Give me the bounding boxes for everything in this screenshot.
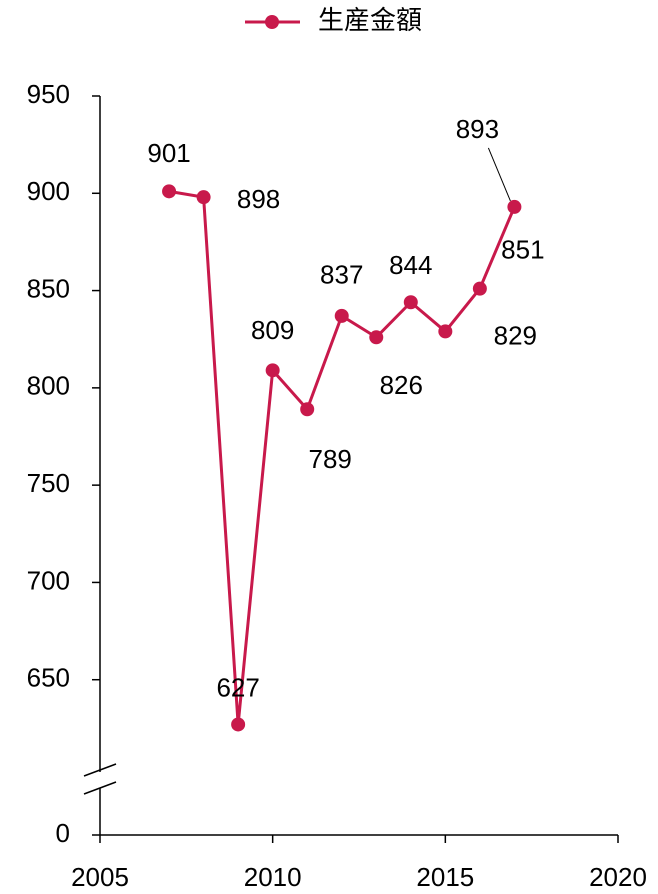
x-tick-label: 2010 <box>244 862 302 892</box>
axis-break <box>83 781 117 795</box>
y-tick-label: 650 <box>27 663 70 693</box>
x-tick-label: 2005 <box>71 862 129 892</box>
data-label: 837 <box>320 260 363 290</box>
legend-label: 生産金額 <box>318 5 422 35</box>
axis-break <box>83 763 117 777</box>
data-point <box>196 190 211 205</box>
data-point <box>472 281 487 296</box>
y-tick-label: 950 <box>27 79 70 109</box>
data-label: 893 <box>456 114 499 144</box>
data-label: 829 <box>494 320 537 350</box>
legend-marker <box>265 15 279 29</box>
data-label: 851 <box>501 235 544 265</box>
data-point <box>300 402 315 417</box>
data-label: 809 <box>251 315 294 345</box>
y-tick-label: 700 <box>27 565 70 595</box>
x-tick-label: 2020 <box>589 862 647 892</box>
y-tick-label: 800 <box>27 371 70 401</box>
data-point <box>369 330 384 345</box>
data-label: 826 <box>380 370 423 400</box>
y-tick-label: 850 <box>27 273 70 303</box>
data-point <box>334 308 349 323</box>
data-label: 898 <box>237 184 280 214</box>
data-label: 789 <box>309 444 352 474</box>
data-label: 901 <box>147 138 190 168</box>
data-point <box>438 324 453 339</box>
y-tick-label: 0 <box>56 818 70 848</box>
y-tick-label: 750 <box>27 468 70 498</box>
data-label: 627 <box>216 672 259 702</box>
data-point <box>231 717 246 732</box>
x-tick-label: 2015 <box>416 862 474 892</box>
data-point <box>507 199 522 214</box>
data-point <box>162 184 177 199</box>
y-tick-label: 900 <box>27 176 70 206</box>
data-point <box>403 295 418 310</box>
leader-line <box>487 147 511 202</box>
data-label: 844 <box>389 250 432 280</box>
data-point <box>265 363 280 378</box>
